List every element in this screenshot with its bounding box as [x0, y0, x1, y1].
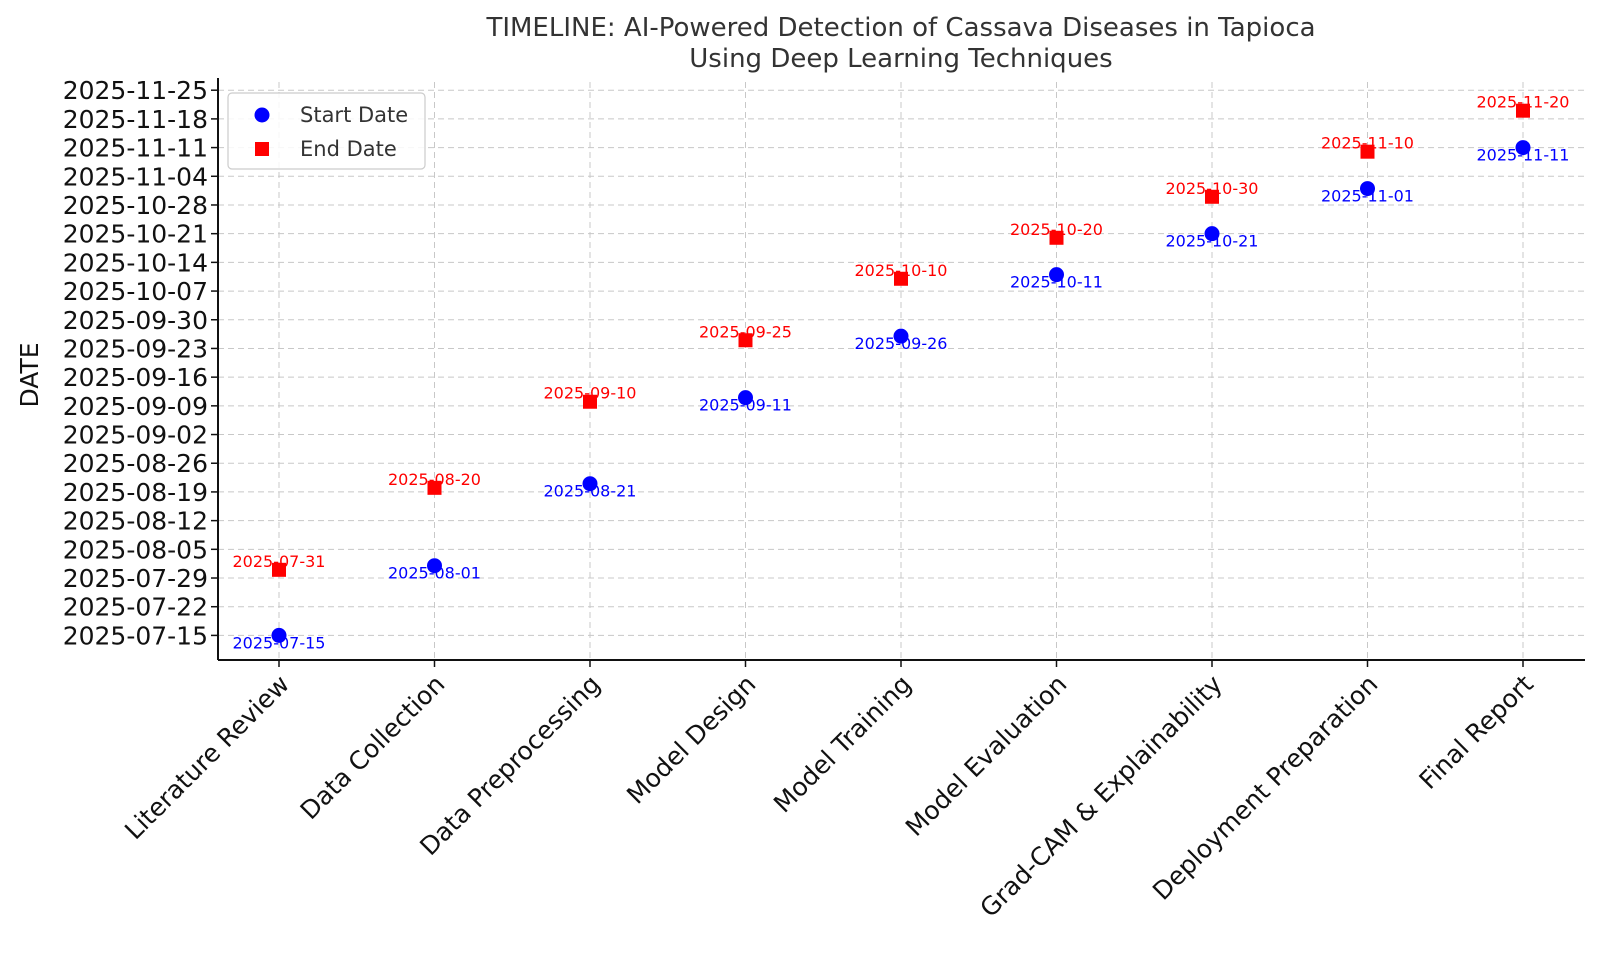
end-date-point [1516, 103, 1530, 118]
y-tick-label: 2025-10-28 [63, 191, 208, 220]
y-tick-label: 2025-10-07 [63, 277, 208, 306]
x-tick-label: Data Preprocessing [414, 669, 606, 861]
start-date-point [1049, 267, 1064, 283]
end-date-point [894, 271, 908, 286]
x-tick-label: Final Report [1413, 669, 1539, 795]
x-tick-label: Model Evaluation [900, 669, 1072, 841]
end-date-label: 2025-10-10 [855, 261, 948, 280]
end-date-point [583, 394, 597, 409]
start-date-point [893, 328, 909, 344]
start-date-point [1204, 226, 1220, 242]
end-date-point [427, 480, 442, 495]
y-tick-label: 2025-09-30 [63, 306, 208, 335]
y-tick-label: 2025-09-23 [63, 334, 208, 363]
y-tick-label: 2025-08-12 [63, 507, 208, 536]
legend-start-marker [254, 107, 270, 123]
y-tick-label: 2025-08-05 [63, 535, 208, 564]
legend: Start Date End Date [227, 92, 426, 170]
end-date-point [1049, 230, 1064, 245]
legend-end-marker [255, 142, 269, 156]
end-date-label: 2025-09-10 [544, 384, 637, 403]
legend-end-label: End Date [300, 137, 397, 161]
y-tick-label: 2025-09-09 [63, 392, 208, 421]
start-date-label: 2025-11-01 [1321, 187, 1414, 206]
y-tick-label: 2025-10-14 [63, 248, 208, 277]
end-date-label: 2025-11-10 [1321, 134, 1414, 153]
y-tick-label: 2025-10-21 [63, 220, 208, 249]
data-labels: 2025-07-15 2025-08-01 2025-08-21 2025-09-11… [233, 93, 1570, 653]
end-date-point [272, 562, 286, 577]
chart-title-line-1: TIMELINE: AI-Powered Detection of Cassav… [485, 13, 1315, 43]
y-tick-label: 2025-09-02 [63, 421, 208, 450]
y-tick-label: 2025-08-26 [63, 449, 208, 478]
legend-box [227, 92, 426, 170]
end-date-label: 2025-10-20 [1010, 220, 1103, 239]
y-tick-label: 2025-07-22 [63, 593, 208, 622]
y-tick-label: 2025-11-25 [63, 76, 208, 105]
x-tick-label: Data Collection [295, 669, 451, 825]
end-date-label: 2025-11-20 [1477, 93, 1570, 112]
start-date-label: 2025-08-21 [544, 482, 637, 501]
start-date-point [427, 558, 442, 574]
start-date-label: 2025-09-11 [699, 396, 792, 415]
legend-start-label: Start Date [300, 103, 408, 127]
start-date-label: 2025-07-15 [233, 633, 326, 652]
start-date-label: 2025-08-01 [388, 564, 481, 583]
end-date-point [1360, 144, 1375, 159]
end-date-label: 2025-09-25 [699, 322, 792, 341]
start-date-point [1515, 140, 1531, 156]
x-tick-label: Model Training [768, 669, 917, 818]
y-tick-label: 2025-11-18 [63, 105, 208, 134]
end-date-label: 2025-08-20 [388, 470, 481, 489]
start-date-point [582, 476, 598, 492]
y-tick-label: 2025-11-11 [63, 134, 208, 163]
end-date-label: 2025-10-30 [1166, 179, 1259, 198]
y-tick-label: 2025-11-04 [63, 162, 208, 191]
chart-title-line-2: Using Deep Learning Techniques [689, 44, 1112, 74]
start-date-point [738, 390, 753, 406]
end-date-point [1205, 189, 1219, 204]
start-date-label: 2025-11-11 [1477, 146, 1570, 165]
x-tick-label: Literature Review [119, 669, 295, 845]
grid [218, 82, 1585, 660]
y-axis-label: DATE [15, 342, 44, 407]
start-date-label: 2025-10-21 [1166, 232, 1259, 251]
start-date-label: 2025-09-26 [855, 334, 948, 353]
chart-title: TIMELINE: AI-Powered Detection of Cassav… [485, 13, 1315, 74]
y-tick-label: 2025-08-19 [63, 478, 208, 507]
y-tick-label: 2025-09-16 [63, 363, 208, 392]
y-ticks: 2025-07-152025-07-222025-07-292025-08-05… [63, 76, 218, 650]
y-tick-label: 2025-07-29 [63, 564, 208, 593]
start-date-point [1360, 181, 1375, 197]
end-date-point [738, 333, 753, 348]
x-tick-label: Model Design [621, 669, 761, 809]
start-date-label: 2025-10-11 [1010, 273, 1103, 292]
y-tick-label: 2025-07-15 [63, 621, 208, 650]
data-points [271, 103, 1531, 643]
end-date-label: 2025-07-31 [233, 552, 326, 571]
x-tick-label: Grad-CAM & Explainability [974, 669, 1228, 923]
start-date-point [271, 627, 287, 643]
